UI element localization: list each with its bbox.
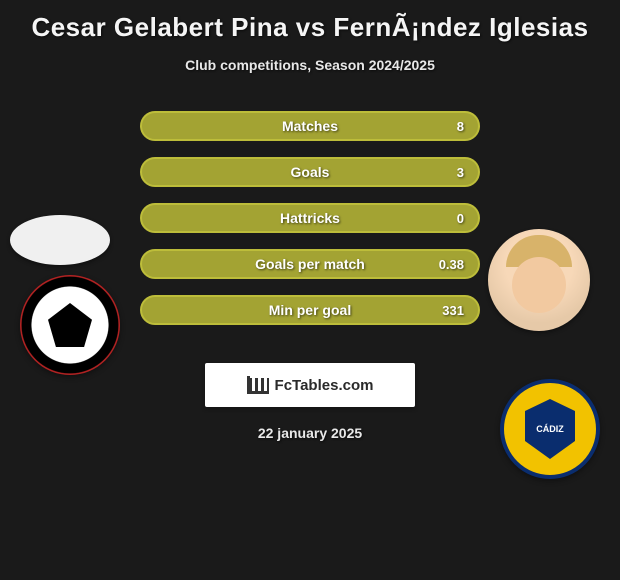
stat-row: Matches 8 bbox=[0, 103, 620, 149]
page-title: Cesar Gelabert Pina vs FernÃ¡ndez Iglesi… bbox=[0, 0, 620, 43]
stat-pill: Matches 8 bbox=[140, 111, 480, 141]
chart-icon bbox=[247, 376, 269, 394]
stat-pill: Hattricks 0 bbox=[140, 203, 480, 233]
stat-value: 8 bbox=[457, 119, 464, 134]
stat-row: Hattricks 0 bbox=[0, 195, 620, 241]
stat-label: Hattricks bbox=[280, 210, 340, 226]
stat-pill: Min per goal 331 bbox=[140, 295, 480, 325]
stat-label: Min per goal bbox=[269, 302, 351, 318]
stat-label: Goals bbox=[291, 164, 330, 180]
watermark: FcTables.com bbox=[205, 363, 415, 407]
stat-row: Goals 3 bbox=[0, 149, 620, 195]
stat-rows: Matches 8 Goals 3 Hattricks 0 Goals per match 0… bbox=[0, 103, 620, 333]
page-subtitle: Club competitions, Season 2024/2025 bbox=[0, 57, 620, 73]
stats-chart: CÁDIZ Matches8Goals3Hattricks0Goals per … bbox=[0, 103, 620, 333]
stat-value: 0.38 bbox=[439, 257, 464, 272]
stat-row: Min per goal 331 bbox=[0, 287, 620, 333]
club-right-badge: CÁDIZ bbox=[500, 379, 600, 479]
stat-pill: Goals 3 bbox=[140, 157, 480, 187]
club-right-label: CÁDIZ bbox=[536, 424, 564, 434]
stat-value: 3 bbox=[457, 165, 464, 180]
stat-value: 0 bbox=[457, 211, 464, 226]
stat-row: Goals per match 0.38 bbox=[0, 241, 620, 287]
stat-label: Goals per match bbox=[255, 256, 365, 272]
stat-label: Matches bbox=[282, 118, 338, 134]
watermark-text: FcTables.com bbox=[275, 377, 374, 394]
stat-pill: Goals per match 0.38 bbox=[140, 249, 480, 279]
stat-value: 331 bbox=[442, 303, 464, 318]
